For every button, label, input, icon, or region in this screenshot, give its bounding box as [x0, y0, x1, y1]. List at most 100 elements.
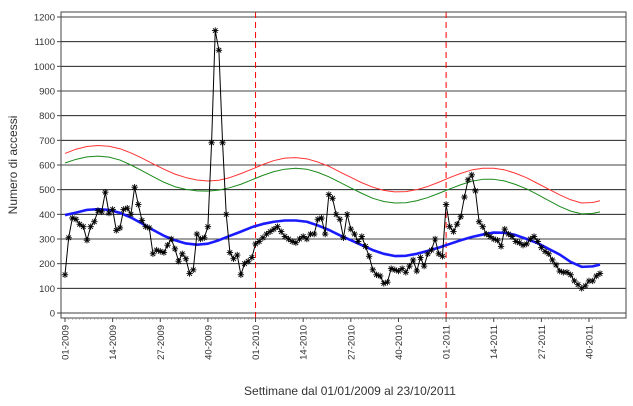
data-point: [98, 208, 105, 216]
data-point: [212, 27, 219, 34]
data-point: [72, 216, 80, 223]
data-point: [234, 251, 241, 259]
data-point: [439, 253, 446, 260]
data-point: [567, 271, 574, 278]
data-point: [69, 214, 76, 222]
data-point: [347, 225, 355, 233]
data-point: [530, 233, 538, 240]
data-point: [61, 271, 69, 278]
data-point: [277, 228, 285, 235]
y-tick-label: 200: [39, 259, 55, 270]
series-line: [64, 207, 601, 269]
data-point: [102, 188, 109, 196]
data-point: [402, 269, 409, 276]
data-point: [226, 249, 234, 256]
data-point: [369, 266, 377, 274]
series-line: [64, 155, 601, 215]
data-point: [431, 235, 439, 243]
data-point: [124, 204, 131, 212]
reference-lines: [255, 12, 447, 318]
data-point: [358, 233, 366, 240]
data-point: [193, 230, 201, 238]
data-point: [215, 47, 223, 54]
data-point: [179, 250, 186, 257]
data-point: [267, 228, 274, 235]
data-point: [340, 234, 347, 241]
data-point: [332, 211, 340, 218]
x-tick-label: 40-2011: [585, 325, 596, 359]
data-point: [252, 240, 259, 248]
data-point: [541, 248, 549, 255]
data-point: [523, 240, 530, 248]
data-point: [116, 224, 124, 232]
data-point: [138, 217, 146, 224]
data-point: [329, 195, 336, 202]
data-point: [409, 256, 417, 264]
data-point: [450, 228, 457, 235]
x-tick-label: 40-2009: [203, 325, 214, 360]
data-point: [296, 235, 303, 243]
y-tick-label: 500: [39, 185, 55, 196]
data-point: [596, 270, 604, 277]
data-point: [204, 223, 212, 230]
y-axis-ticks: 0 100 200 300 400 500 600 700 800 900 1000 1100 1200: [34, 13, 61, 320]
data-point: [384, 278, 391, 286]
data-point: [318, 214, 325, 222]
data-point: [160, 249, 168, 256]
data-point: [582, 282, 589, 290]
x-tick-label: 27-2009: [156, 325, 167, 360]
data-point: [365, 253, 373, 260]
data-point: [534, 238, 541, 245]
data-point: [593, 272, 600, 280]
data-point: [472, 187, 479, 195]
data-point: [413, 267, 420, 275]
data-point: [113, 227, 120, 234]
data-point: [354, 238, 362, 245]
x-tick-label: 14-2009: [108, 325, 119, 360]
series-lines: [64, 30, 601, 289]
data-point: [351, 230, 358, 238]
data-point: [223, 211, 230, 218]
data-point: [80, 223, 87, 230]
data-point: [263, 230, 270, 238]
data-point: [175, 258, 182, 265]
data-point: [310, 230, 318, 238]
series-line: [64, 145, 601, 204]
data-point: [461, 193, 468, 201]
data-point: [545, 250, 552, 257]
data-point: [446, 223, 453, 230]
data-point: [376, 272, 384, 280]
data-point: [343, 211, 351, 218]
data-point: [464, 176, 472, 183]
data-point: [494, 237, 501, 244]
y-tick-label: 900: [39, 87, 55, 98]
data-point: [164, 241, 171, 249]
data-point: [91, 218, 98, 225]
data-point: [505, 230, 512, 238]
data-point: [589, 277, 596, 285]
data-point: [131, 184, 138, 191]
data-point: [516, 239, 523, 246]
y-tick-label: 800: [39, 111, 55, 122]
x-tick-label: 27-2010: [346, 325, 357, 360]
data-point: [248, 254, 256, 261]
data-point: [442, 201, 450, 208]
x-tick-label: 01-2011: [442, 325, 453, 359]
x-axis-ticks: 01-2009 14-2009 27-2009 40-2009 01-2010 14-20…: [61, 318, 601, 360]
x-tick-label: 14-2011: [489, 325, 500, 359]
data-point: [168, 235, 175, 243]
data-point: [362, 243, 369, 250]
data-point: [406, 262, 413, 270]
data-point: [219, 139, 226, 146]
data-point: [574, 281, 582, 288]
data-point: [453, 221, 461, 228]
data-point: [285, 235, 292, 243]
x-tick-label: 14-2010: [299, 325, 310, 360]
data-point: [208, 139, 215, 146]
data-point: [336, 216, 344, 223]
data-point: [146, 224, 153, 232]
data-point: [549, 256, 556, 264]
data-point: [127, 211, 135, 218]
